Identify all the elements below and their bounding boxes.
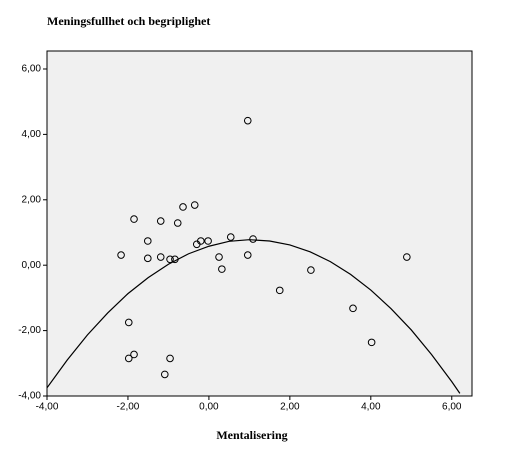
y-tick-label: 0,00 [22,260,42,271]
point [130,215,138,223]
point [243,116,252,125]
y-tick-label: 2,00 [22,194,42,205]
point [160,370,169,379]
x-tick-label: -4,00 [36,402,59,413]
point [215,253,223,261]
x-tick-label: -2,00 [117,402,140,413]
point [249,235,257,243]
point [179,203,187,211]
point [117,251,125,259]
point [156,217,165,225]
point [173,219,182,227]
point [156,253,165,261]
point [275,286,284,295]
point [243,251,252,259]
x-tick-label: 6,00 [442,402,462,413]
point [197,237,205,245]
point [130,350,138,359]
y-tick-label: -2,00 [18,325,41,336]
point [349,304,357,313]
chart-title: Meningsfullhet och begriplighet [47,14,210,28]
point [307,266,315,274]
point [166,255,174,264]
point [218,265,226,273]
point [226,233,235,241]
y-tick-label: 6,00 [22,64,42,75]
x-tick-label: 4,00 [361,402,381,413]
y-tick-label: -4,00 [18,391,41,402]
point [190,201,199,209]
fit-line [46,239,461,394]
point [367,338,376,347]
point [204,237,212,245]
point [143,254,152,263]
plot-area [46,50,473,397]
point [403,253,411,261]
y-tick-label: 4,00 [22,129,42,140]
x-axis-label: Mentalisering [216,428,287,442]
x-tick-label: 2,00 [280,402,300,413]
point [124,318,133,327]
x-tick-label: 0,00 [199,402,219,413]
point [143,237,152,245]
point [166,354,174,363]
point [124,354,133,363]
